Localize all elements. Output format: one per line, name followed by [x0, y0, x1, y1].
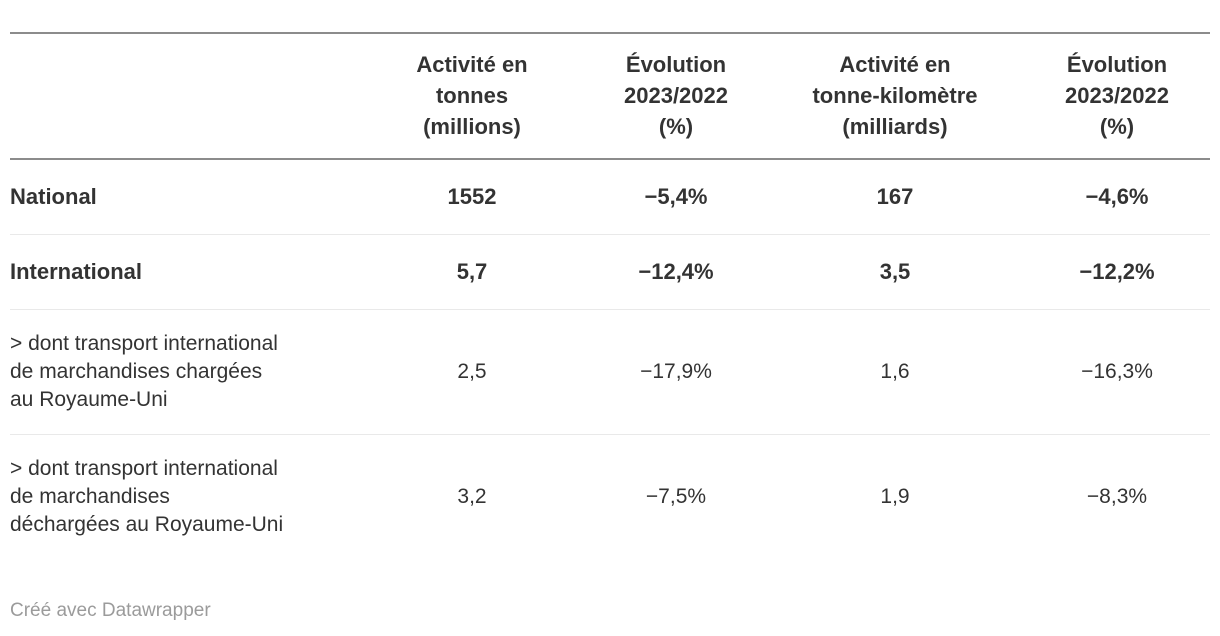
cell-value: −16,3%	[1024, 309, 1210, 435]
column-header-empty	[10, 33, 358, 160]
cell-value: 1,9	[880, 485, 910, 508]
column-header-activite-tonne-km: Activité en tonne-kilomètre (milliards)	[766, 33, 1024, 160]
cell-value: −7,5%	[645, 485, 707, 508]
row-label: National	[10, 159, 358, 235]
table-chart: Activité en tonnes (millions) Évolution …	[10, 32, 1210, 623]
datawrapper-credit-link[interactable]: Créé avec Datawrapper	[10, 600, 211, 621]
table-row-national: National 1552 −5,4% 167 −4,6%	[10, 159, 1210, 235]
cell-value: 1552	[358, 159, 586, 235]
cell-value: 2,5	[358, 309, 586, 435]
cell-value: −17,9%	[586, 309, 766, 435]
cell-value: −8,3%	[1086, 485, 1148, 508]
row-label: > dont transport international de marcha…	[10, 309, 358, 435]
data-table: Activité en tonnes (millions) Évolution …	[10, 32, 1210, 559]
column-header-evolution-tonnes: Évolution 2023/2022 (%)	[586, 33, 766, 160]
cell-value: 1,6	[766, 309, 1024, 435]
cell-value: 3,2	[457, 485, 487, 508]
table-row-charge-royaume-uni: > dont transport international de marcha…	[10, 309, 1210, 435]
row-label: > dont transport international de marcha…	[10, 457, 284, 536]
cell-value: −5,4%	[586, 159, 766, 235]
cell-value: 3,5	[766, 234, 1024, 310]
column-header-activite-tonnes: Activité en tonnes (millions)	[358, 33, 586, 160]
cell-value: −12,4%	[586, 234, 766, 310]
attribution: Créé avec Datawrapper	[10, 599, 1210, 623]
row-label: International	[10, 234, 358, 310]
cell-value: −4,6%	[1024, 159, 1210, 235]
table-row-decharge-royaume-uni: > dont transport international de marcha…	[10, 435, 1210, 560]
cell-value: −12,2%	[1024, 234, 1210, 310]
table-row-international: International 5,7 −12,4% 3,5 −12,2%	[10, 234, 1210, 310]
header-row: Activité en tonnes (millions) Évolution …	[10, 33, 1210, 160]
cell-value: 5,7	[358, 234, 586, 310]
cell-value: 167	[766, 159, 1024, 235]
column-header-evolution-tonne-km: Évolution 2023/2022 (%)	[1024, 33, 1210, 160]
